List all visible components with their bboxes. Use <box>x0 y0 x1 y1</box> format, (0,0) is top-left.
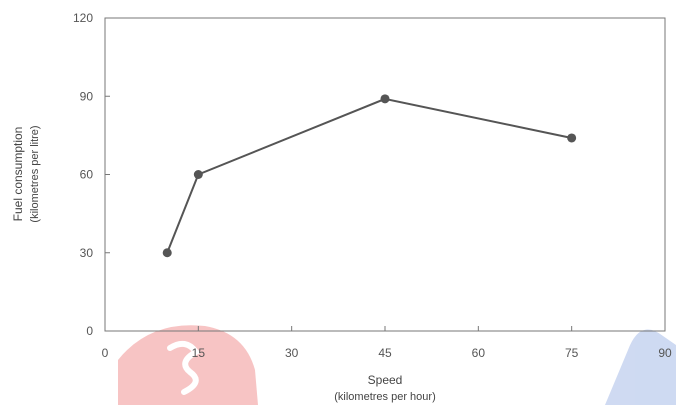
y-tick-label: 60 <box>80 168 94 182</box>
x-tick-label: 75 <box>565 346 579 360</box>
y-tick-label: 120 <box>73 11 93 25</box>
x-tick-label: 90 <box>658 346 672 360</box>
x-axis-title: Speed <box>368 373 403 387</box>
plot-frame <box>104 17 666 332</box>
x-axis-subtitle: (kilometres per hour) <box>334 391 435 403</box>
x-tick-label: 60 <box>472 346 486 360</box>
y-tick-label: 0 <box>86 324 93 338</box>
tick-group: 0 30 60 90 120 0 15 30 45 60 75 90 <box>73 11 672 360</box>
x-tick-label: 30 <box>285 346 299 360</box>
y-axis-title: Fuel consumption <box>11 127 25 222</box>
data-point <box>162 248 172 258</box>
data-point <box>380 94 390 104</box>
series-line <box>166 97 572 254</box>
series-group <box>162 94 577 258</box>
data-point <box>193 170 203 179</box>
watermark-logo <box>118 325 676 405</box>
y-tick-label: 30 <box>80 246 94 260</box>
y-tick-label: 90 <box>80 89 94 103</box>
x-tick-label: 15 <box>192 346 206 360</box>
data-point <box>567 133 577 143</box>
x-tick-label: 0 <box>102 346 109 360</box>
y-axis-subtitle: (kilometres per litre) <box>29 125 41 222</box>
x-tick-label: 45 <box>378 346 392 360</box>
